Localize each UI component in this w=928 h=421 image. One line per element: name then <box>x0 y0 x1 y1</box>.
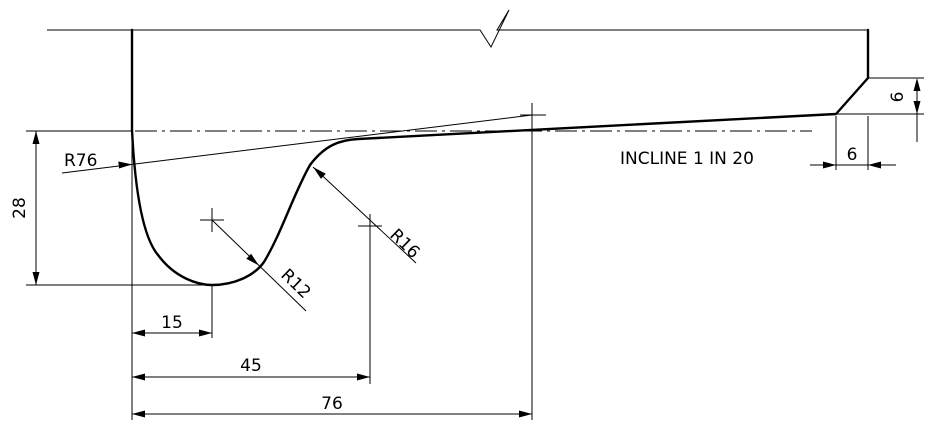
center-mark-r76 <box>520 103 546 127</box>
dimension-15: 15 <box>132 313 212 337</box>
radius-r76-leader: R76 <box>61 114 533 174</box>
dimension-28: 28 <box>10 131 40 285</box>
dimension-76: 76 <box>132 394 532 418</box>
dimension-28-label: 28 <box>10 197 30 219</box>
dimension-15-label: 15 <box>161 313 183 333</box>
radius-r12-leader: R12 <box>211 219 315 312</box>
top-break-line <box>47 9 868 49</box>
center-mark-r16 <box>358 214 382 238</box>
radius-r16-label: R16 <box>386 225 424 263</box>
chamfer-width-dimension: 6 <box>810 145 896 169</box>
dimension-45-label: 45 <box>240 356 262 376</box>
dimension-76-label: 76 <box>321 394 343 414</box>
extension-lines <box>26 77 924 420</box>
incline-note: INCLINE 1 IN 20 <box>620 149 754 169</box>
chamfer-height-dimension: 6 <box>888 78 921 142</box>
dimension-45: 45 <box>132 356 370 381</box>
chamfer-height-label: 6 <box>888 92 908 103</box>
radius-r12-label: R12 <box>277 265 315 303</box>
chamfer-width-label: 6 <box>847 145 858 165</box>
profile-outline <box>130 28 870 287</box>
radius-r16-leader: R16 <box>312 166 424 264</box>
radius-r76-label: R76 <box>64 151 97 171</box>
